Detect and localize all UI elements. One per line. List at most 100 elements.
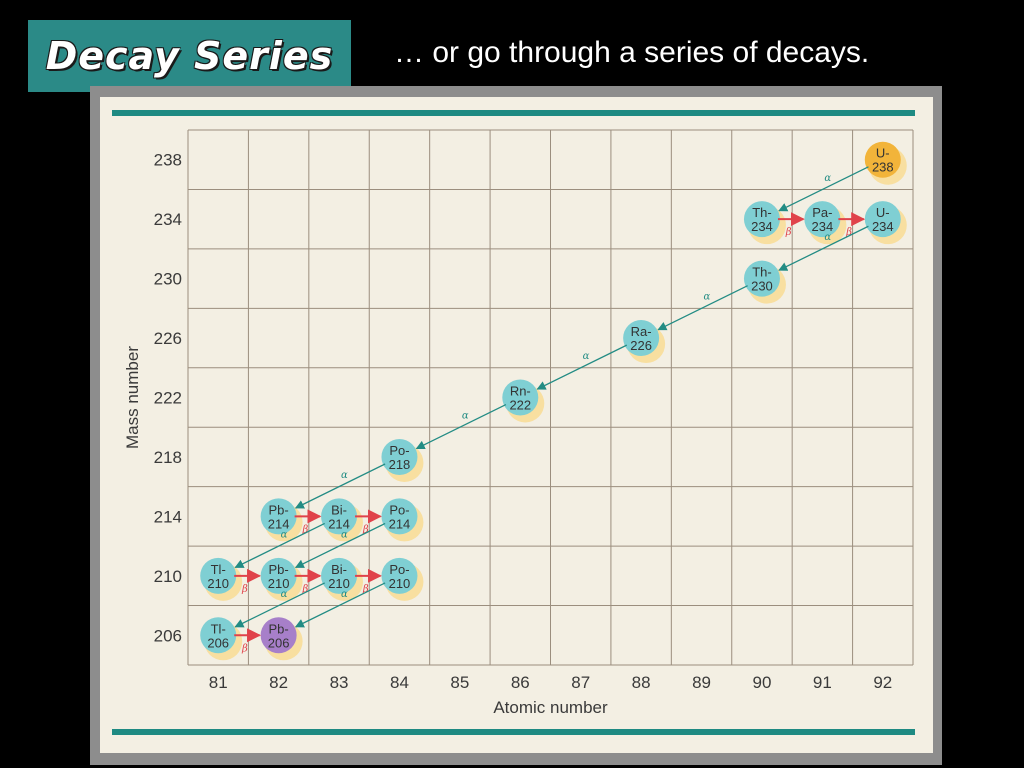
beta-label: β [241, 584, 248, 595]
nuclide-symbol: Th- [752, 205, 772, 220]
alpha-decay-arrow [657, 285, 748, 331]
alpha-decay-arrow [415, 403, 507, 450]
nuclide-mass: 210 [268, 576, 290, 591]
y-tick-label: 210 [154, 567, 182, 586]
nuclide-circle [743, 201, 780, 238]
x-tick-label: 86 [511, 673, 530, 692]
nuclide-circle [381, 498, 418, 535]
nuclide-circle [381, 557, 418, 594]
nuclide-symbol: Bi- [331, 502, 347, 517]
alpha-label: α [281, 529, 288, 540]
beta-label: β [241, 643, 248, 654]
alpha-label: α [704, 292, 711, 303]
beta-label: β [362, 584, 369, 595]
x-tick-label: 91 [813, 673, 832, 692]
slide-title-box: Decay Series [28, 20, 351, 92]
x-tick-label: 90 [752, 673, 771, 692]
alpha-label: α [341, 529, 348, 540]
alpha-decay-arrow [234, 522, 325, 569]
nuclide-symbol: U- [876, 146, 890, 161]
nuclide-circle [743, 260, 780, 297]
nuclide-mass: 234 [872, 219, 894, 234]
alpha-decay-arrow [536, 344, 628, 390]
x-tick-label: 81 [209, 673, 228, 692]
nuclide-mass: 218 [389, 457, 411, 472]
alpha-decay-arrow [778, 166, 869, 212]
y-tick-label: 230 [154, 270, 182, 289]
nuclide-circle [260, 617, 297, 654]
nuclide-mass: 222 [509, 398, 531, 413]
nuclide-circle [200, 557, 237, 594]
nuclide-circle [381, 438, 418, 475]
nuclide-circle [804, 201, 841, 238]
y-tick-label: 238 [154, 151, 182, 170]
nuclide-mass: 210 [207, 576, 229, 591]
decay-arrows: α β β α α α α α β β α α β β β α α β [234, 166, 869, 654]
nuclide-mass: 226 [630, 338, 652, 353]
y-tick-label: 234 [154, 210, 182, 229]
nuclide-mass: 214 [328, 516, 350, 531]
nuclide-symbol: Pb- [269, 502, 289, 517]
nuclide-mass: 206 [268, 635, 290, 650]
nuclide-mass: 238 [872, 160, 894, 175]
nuclides: U-238Th-234Pa-234U-234Th-230Ra-226Rn-222… [200, 141, 907, 661]
alpha-label: α [583, 351, 590, 362]
nuclide-symbol: Pa- [812, 205, 832, 220]
alpha-label: α [824, 232, 831, 243]
nuclide-symbol: Pb- [269, 562, 289, 577]
beta-label: β [301, 584, 308, 595]
alpha-decay-arrow [778, 225, 869, 271]
alpha-decay-arrow [294, 463, 386, 509]
nuclide-circle [321, 557, 358, 594]
x-tick-label: 88 [632, 673, 651, 692]
nuclide-mass: 234 [812, 219, 834, 234]
x-tick-label: 82 [269, 673, 288, 692]
alpha-label: α [824, 173, 831, 184]
nuclide-mass: 206 [207, 635, 229, 650]
y-tick-label: 206 [154, 626, 182, 645]
alpha-label: α [341, 470, 348, 481]
beta-label: β [785, 227, 792, 238]
y-tick-label: 222 [154, 389, 182, 408]
top-rule [112, 110, 915, 116]
nuclide-mass: 214 [389, 516, 411, 531]
x-axis-title: Atomic number [493, 698, 608, 717]
nuclide-symbol: Tl- [211, 562, 226, 577]
alpha-label: α [341, 589, 348, 600]
y-tick-label: 214 [154, 507, 182, 526]
y-axis-title: Mass number [123, 346, 142, 449]
nuclide-mass: 230 [751, 279, 773, 294]
x-tick-label: 83 [330, 673, 349, 692]
alpha-decay-arrow [234, 582, 325, 628]
nuclide-circle [200, 617, 237, 654]
nuclide-circle [623, 320, 660, 357]
alpha-label: α [281, 589, 288, 600]
nuclide-symbol: Po- [389, 502, 409, 517]
x-tick-label: 84 [390, 673, 409, 692]
nuclide-symbol: Po- [389, 443, 409, 458]
alpha-label: α [462, 411, 469, 422]
grid [187, 129, 914, 666]
alpha-decay-arrow [294, 582, 386, 628]
alpha-decay-arrow [294, 522, 386, 569]
beta-label: β [362, 524, 369, 535]
bottom-rule [112, 729, 915, 735]
slide-subtitle: … or go through a series of decays. [394, 36, 870, 69]
nuclide-circle [321, 498, 358, 535]
nuclide-circle [864, 141, 901, 178]
nuclide-symbol: Po- [389, 562, 409, 577]
nuclide-symbol: U- [876, 205, 890, 220]
nuclide-symbol: Ra- [631, 324, 652, 339]
x-tick-label: 92 [873, 673, 892, 692]
slide-title: Decay Series [45, 34, 334, 78]
beta-label: β [845, 227, 852, 238]
nuclide-circle [502, 379, 539, 416]
y-tick-label: 218 [154, 448, 182, 467]
y-tick-label: 226 [154, 329, 182, 348]
nuclide-circle [260, 557, 297, 594]
nuclide-mass: 214 [268, 516, 290, 531]
x-tick-label: 89 [692, 673, 711, 692]
nuclide-mass: 210 [328, 576, 350, 591]
nuclide-circle [864, 201, 901, 238]
nuclide-mass: 234 [751, 219, 773, 234]
